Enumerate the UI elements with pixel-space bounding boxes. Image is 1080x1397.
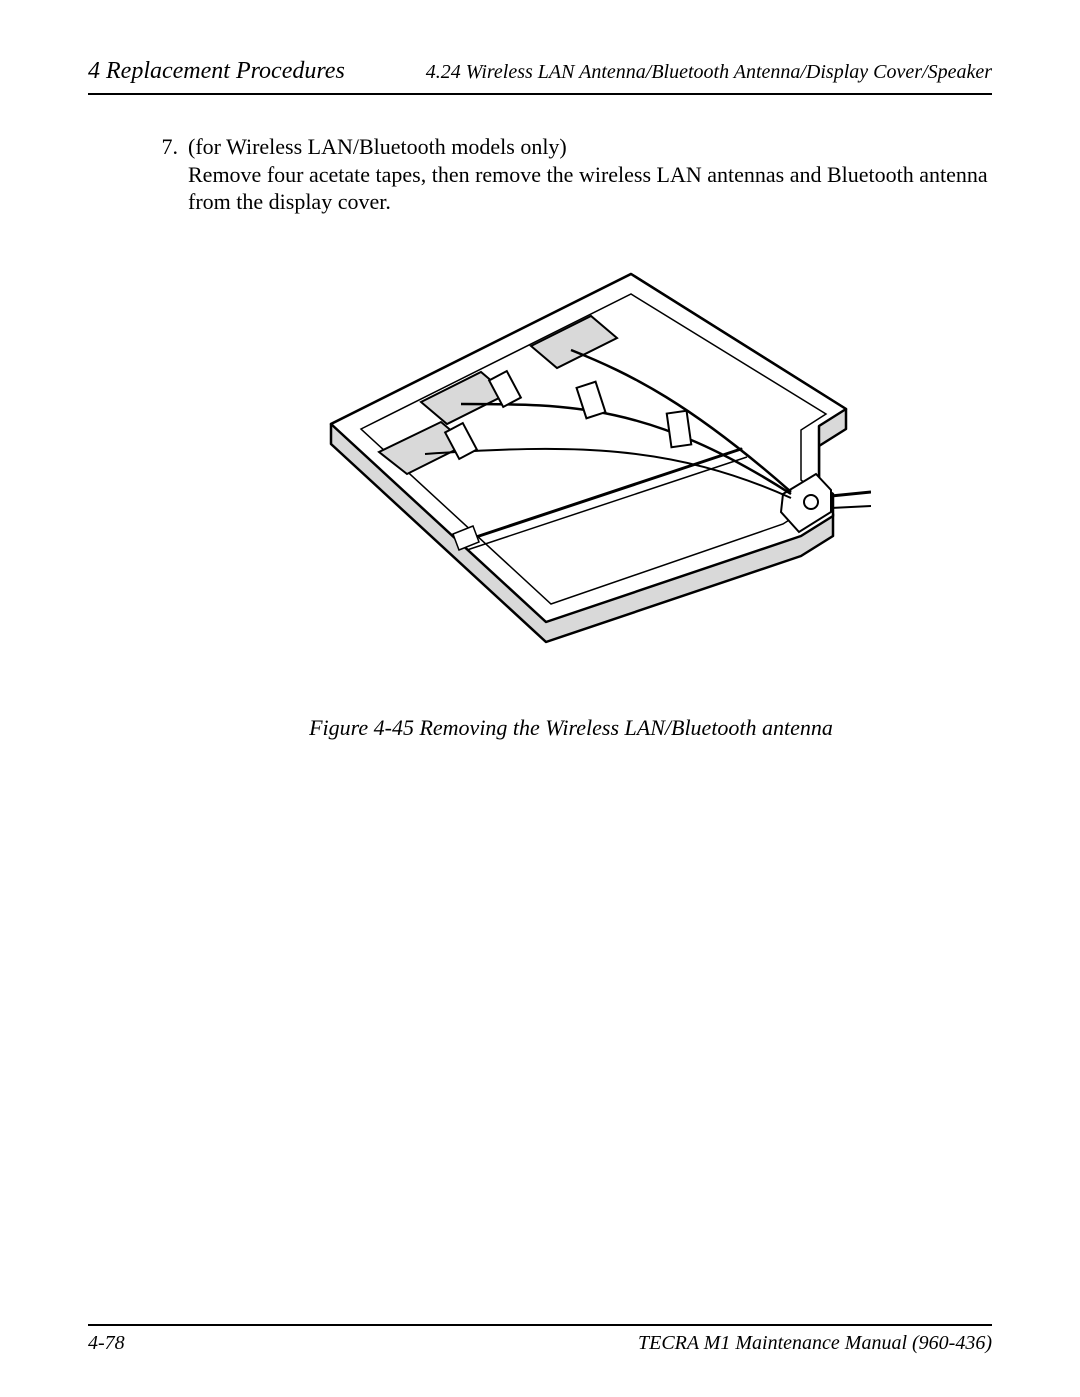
header-section: 4.24 Wireless LAN Antenna/Bluetooth Ante… — [426, 61, 992, 84]
procedure-step: 7. (for Wireless LAN/Bluetooth models on… — [150, 133, 992, 216]
header-chapter: 4 Replacement Procedures — [88, 58, 345, 85]
figure-caption: Figure 4-45 Removing the Wireless LAN/Bl… — [150, 715, 992, 741]
step-number: 7. — [150, 133, 188, 216]
page-number: 4-78 — [88, 1332, 125, 1355]
figure — [150, 254, 992, 679]
antenna-diagram — [271, 254, 871, 674]
step-lead: (for Wireless LAN/Bluetooth models only) — [188, 134, 567, 159]
footer-rule — [88, 1324, 992, 1326]
step-text: (for Wireless LAN/Bluetooth models only)… — [188, 133, 992, 216]
manual-title: TECRA M1 Maintenance Manual (960-436) — [638, 1332, 992, 1355]
step-body: Remove four acetate tapes, then remove t… — [188, 162, 988, 215]
